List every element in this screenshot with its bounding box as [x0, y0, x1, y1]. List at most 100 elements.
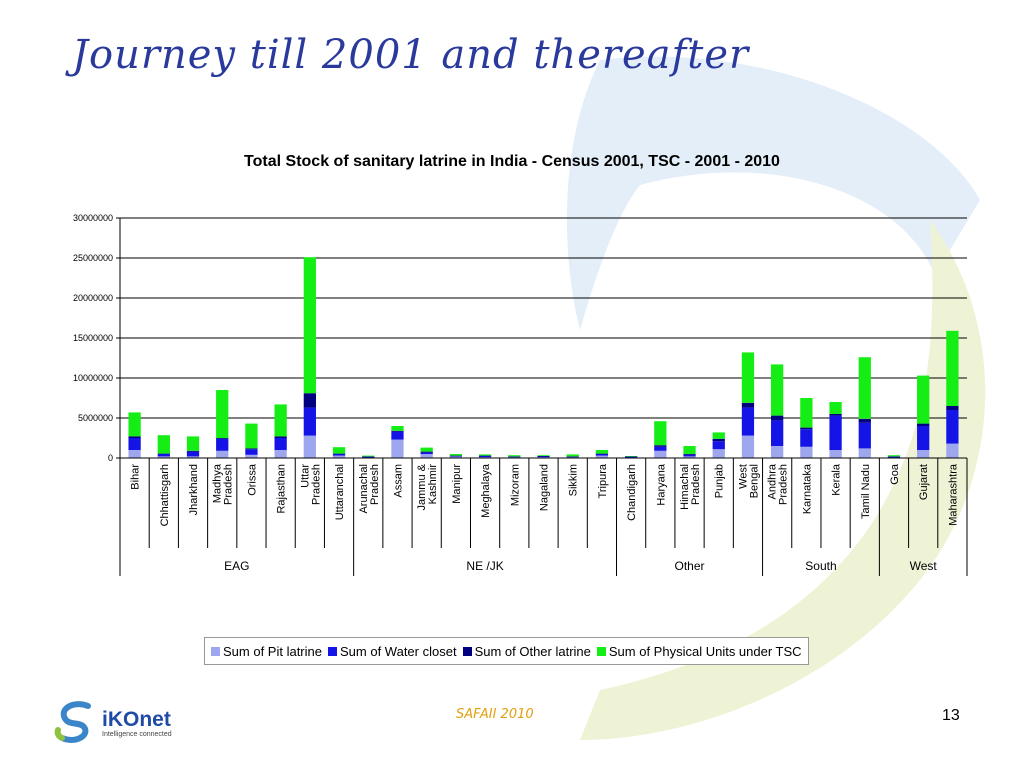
- x-tick-label-line: Maharashtra: [947, 463, 959, 526]
- bar-west-bengal-sum-of-pit-latrine: [741, 435, 755, 458]
- logo-brand-name: iKOnet: [102, 707, 171, 731]
- bar-mizoram-sum-of-other-latrine: [508, 456, 521, 457]
- bar-uttaranchal-sum-of-pit-latrine: [332, 455, 346, 458]
- gridlines: [120, 217, 967, 419]
- bar-punjab-sum-of-physical-units-under-tsc: [712, 432, 725, 439]
- x-tick-label-gujarat: Gujarat: [918, 464, 930, 500]
- x-tick-label-line: Pradesh: [369, 464, 381, 505]
- x-tick-label-chandigarh: Chandigarh: [626, 464, 638, 521]
- slide-number: 13: [942, 707, 960, 724]
- bar-maharashtra-sum-of-other-latrine: [946, 406, 959, 410]
- bar-maharashtra-sum-of-physical-units-under-tsc: [946, 330, 959, 406]
- bar-uttar-pradesh-sum-of-pit-latrine: [303, 435, 316, 458]
- bar-meghalaya-sum-of-other-latrine: [478, 455, 492, 457]
- bar-bihar-sum-of-water-closet: [128, 438, 141, 450]
- group-label-west: West: [910, 559, 938, 573]
- bar-orissa-sum-of-pit-latrine: [245, 454, 258, 458]
- x-tick-label-line: Punjab: [714, 464, 726, 498]
- x-tick-label-line: Himachal: [679, 464, 691, 510]
- bar-himachal-pradesh-sum-of-physical-units-under-tsc: [683, 446, 696, 454]
- bar-sikkim-sum-of-water-closet: [566, 456, 579, 458]
- bar-jammu-kashmir-sum-of-other-latrine: [420, 451, 433, 453]
- x-tick-label-rajasthan: Rajasthan: [276, 464, 288, 514]
- legend-label-tsc-units: Sum of Physical Units under TSC: [608, 643, 802, 659]
- legend-item-water-closet: Sum of Water closet: [328, 644, 457, 659]
- chart-legend: Sum of Pit latrine Sum of Water closet S…: [204, 637, 809, 665]
- x-tick-label-maharashtra: Maharashtra: [947, 463, 959, 526]
- x-tick-label-line: Chhattisgarh: [159, 464, 171, 526]
- y-tick-label: 25000000: [73, 253, 113, 263]
- bar-jammu-kashmir-sum-of-pit-latrine: [420, 454, 433, 458]
- logo-tagline: Intelligence connected: [102, 730, 172, 738]
- bar-goa-sum-of-water-closet: [887, 456, 901, 458]
- x-tick-label-line: Gujarat: [918, 464, 930, 500]
- x-tick-label-line: Karnataka: [801, 463, 813, 514]
- x-tick-label-kerala: Kerala: [831, 463, 843, 496]
- bar-meghalaya-sum-of-water-closet: [478, 456, 492, 458]
- bar-nagaland-sum-of-physical-units-under-tsc: [537, 455, 550, 456]
- chart-title: Total Stock of sanitary latrine in India…: [244, 153, 780, 170]
- group-label-other: Other: [675, 559, 705, 573]
- x-tick-label-line: Pradesh: [223, 464, 235, 505]
- bar-chandigarh-sum-of-physical-units-under-tsc: [624, 456, 638, 457]
- x-tick-label-line: Tamil Nadu: [860, 464, 872, 519]
- bar-tripura-sum-of-pit-latrine: [595, 455, 609, 458]
- x-tick-label-line: Assam: [392, 464, 404, 498]
- bar-tripura-sum-of-water-closet: [595, 454, 609, 456]
- legend-label-water-closet: Sum of Water closet: [340, 643, 457, 659]
- bar-mizoram-sum-of-water-closet: [508, 456, 521, 458]
- bar-uttar-pradesh-sum-of-other-latrine: [303, 393, 316, 408]
- bar-himachal-pradesh-sum-of-water-closet: [683, 454, 696, 457]
- bar-himachal-pradesh-sum-of-other-latrine: [683, 454, 696, 455]
- bar-tamil-nadu-sum-of-water-closet: [858, 422, 871, 449]
- x-tick-label-line: West: [737, 464, 749, 489]
- bar-rajasthan-sum-of-water-closet: [274, 438, 287, 450]
- bar-arunachal-pradesh-sum-of-water-closet: [362, 456, 375, 458]
- bar-haryana-sum-of-physical-units-under-tsc: [654, 421, 667, 446]
- bar-rajasthan-sum-of-pit-latrine: [274, 450, 287, 458]
- bar-manipur-sum-of-pit-latrine: [449, 456, 463, 458]
- x-tick-label-punjab: Punjab: [714, 464, 726, 498]
- bar-west-bengal-sum-of-other-latrine: [741, 402, 755, 408]
- x-tick-label-assam: Assam: [392, 464, 404, 498]
- bar-sikkim-sum-of-physical-units-under-tsc: [566, 454, 579, 457]
- bar-madhya-pradesh-sum-of-water-closet: [216, 438, 229, 451]
- y-tick-label: 30000000: [73, 213, 113, 223]
- x-tick-label-mizoram: Mizoram: [509, 464, 521, 506]
- x-tick-label-line: Jharkhand: [188, 464, 200, 515]
- blue-swoosh-shape: [566, 56, 980, 331]
- legend-swatch-pit-latrine: [211, 646, 220, 656]
- bar-andhra-pradesh-sum-of-pit-latrine: [771, 446, 784, 458]
- bar-karnataka-sum-of-pit-latrine: [800, 446, 813, 458]
- x-tick-label-meghalaya: Meghalaya: [480, 463, 492, 518]
- x-tick-label-uttaranchal: Uttaranchal: [334, 464, 346, 520]
- x-tick-label-karnataka: Karnataka: [801, 463, 813, 514]
- bar-chhattisgarh-sum-of-other-latrine: [157, 453, 170, 455]
- bar-tamil-nadu-sum-of-physical-units-under-tsc: [858, 357, 871, 419]
- bar-himachal-pradesh-sum-of-pit-latrine: [683, 456, 696, 458]
- x-tick-label-line: Goa: [889, 463, 901, 485]
- bar-sikkim-sum-of-other-latrine: [566, 456, 579, 457]
- legend-item-pit-latrine: Sum of Pit latrine: [211, 644, 322, 659]
- bar-series: [128, 257, 959, 459]
- bar-assam-sum-of-water-closet: [391, 431, 404, 440]
- x-tick-label-line: Manipur: [451, 464, 463, 504]
- bar-bihar-sum-of-other-latrine: [128, 436, 141, 438]
- bar-meghalaya-sum-of-physical-units-under-tsc: [478, 454, 492, 456]
- x-tick-label-orissa: Orissa: [246, 463, 258, 496]
- x-tick-label-line: Mizoram: [509, 464, 521, 506]
- bar-arunachal-pradesh-sum-of-other-latrine: [362, 456, 375, 457]
- x-tick-label-line: Andhra: [767, 463, 779, 499]
- bar-jharkhand-sum-of-pit-latrine: [186, 456, 200, 458]
- bar-rajasthan-sum-of-other-latrine: [274, 436, 287, 438]
- bar-punjab-sum-of-water-closet: [712, 441, 725, 450]
- legend-label-pit-latrine: Sum of Pit latrine: [223, 643, 322, 659]
- bar-arunachal-pradesh-sum-of-physical-units-under-tsc: [362, 455, 375, 457]
- bar-haryana-sum-of-pit-latrine: [654, 450, 667, 458]
- x-tick-label-line: Uttaranchal: [334, 464, 346, 520]
- x-tick-label-line: Madhya: [212, 463, 224, 503]
- bar-andhra-pradesh-sum-of-water-closet: [771, 420, 784, 446]
- bar-jharkhand-sum-of-other-latrine: [186, 450, 200, 452]
- bar-tamil-nadu-sum-of-pit-latrine: [858, 448, 871, 458]
